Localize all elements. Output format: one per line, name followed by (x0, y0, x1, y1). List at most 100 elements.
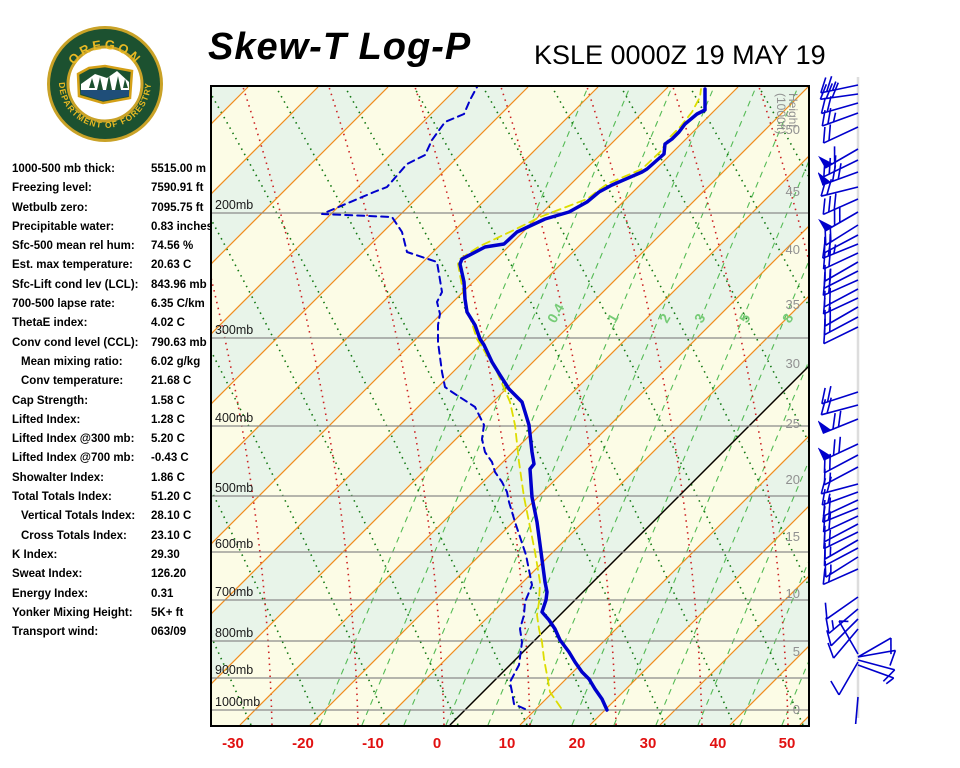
stat-label: K Index: (12, 548, 58, 561)
mixing-ratio-line (571, 161, 808, 725)
wind-barb (822, 297, 859, 315)
barb-flag (818, 447, 832, 461)
barb-staff (857, 659, 895, 671)
temperature-axis: -30 -20 -10 0 10 20 30 40 50 (210, 735, 810, 755)
wind-barb (821, 488, 859, 506)
pressure-label: 400mb (215, 411, 253, 425)
mixing-ratio-lines (319, 87, 808, 725)
mixing-ratio-line (361, 87, 631, 725)
barb-feather (820, 478, 827, 495)
stat-row: Yonker Mixing Height: 5K+ ft (12, 604, 208, 623)
stat-row: Cross Totals Index: 23.10 C (12, 527, 208, 546)
barb-feather (831, 165, 837, 182)
barb-half-feather (838, 620, 849, 623)
barb-staff (824, 547, 859, 567)
stat-row: K Index: 29.30 (12, 546, 208, 565)
wind-barb (826, 618, 859, 647)
barb-feather (825, 83, 834, 99)
pressure-label: 1000mb (215, 695, 260, 709)
pressure-label: 500mb (215, 481, 253, 495)
stat-value: 843.96 mb (151, 278, 207, 291)
height-label: 40 (786, 242, 800, 257)
barb-feather (820, 97, 827, 114)
stat-row: Lifted Index: 1.28 C (12, 411, 208, 430)
barb-staff (822, 418, 859, 434)
stat-row: Est. max temperature: 20.63 C (12, 256, 208, 275)
wind-barb (838, 620, 859, 655)
stat-value: 20.63 C (151, 259, 192, 272)
barb-feather (828, 124, 832, 141)
barb-flag (818, 420, 832, 434)
wind-barb (820, 476, 859, 495)
barb-half-feather (833, 244, 837, 254)
barb-staff (853, 696, 859, 724)
height-label: 35 (786, 297, 800, 312)
height-label: 10 (786, 586, 800, 601)
isotherm (212, 87, 808, 684)
stat-row: Transport wind: 063/09 (12, 623, 208, 642)
wind-barb (818, 163, 859, 186)
stat-value: 4.02 C (151, 317, 185, 330)
stat-label: Transport wind: (12, 626, 99, 639)
barb-half-feather (827, 493, 831, 504)
barb-feather (820, 180, 827, 197)
height-axis-title: Height(1000ft) (774, 93, 800, 134)
barb-feather (826, 397, 832, 414)
barb-half-feather (885, 677, 895, 685)
stat-row: ThetaE index: 4.02 C (12, 314, 208, 333)
barb-half-feather (829, 546, 832, 557)
stat-row: 700-500 lapse rate: 6.35 C/km (12, 295, 208, 314)
stat-value: 6.02 g/kg (151, 355, 201, 368)
stat-label: Total Totals Index: (12, 491, 112, 504)
stat-value: 23.10 C (151, 529, 192, 542)
barb-feather (821, 387, 826, 404)
barb-staff (822, 279, 859, 297)
barb-staff (857, 664, 894, 679)
mixing-ratio-line (403, 87, 673, 725)
wind-barb (824, 596, 859, 620)
wind-barb (827, 628, 859, 659)
barb-staff (821, 391, 859, 405)
stat-value: 0.31 (151, 587, 174, 600)
barb-feather (828, 453, 832, 471)
wind-barb (857, 649, 897, 666)
stat-row: Vertical Totals Index: 28.10 C (12, 507, 208, 526)
stat-row: Cap Strength: 1.58 C (12, 392, 208, 411)
stat-value: 126.20 (151, 568, 187, 581)
pressure-label: 200mb (215, 198, 253, 212)
barb-feather (826, 630, 832, 647)
wind-barb-column (818, 76, 897, 724)
height-label: 15 (786, 529, 800, 544)
wind-barb (821, 239, 859, 259)
stat-label: Est. max temperature: (12, 259, 133, 272)
stat-label: Showalter Index: (12, 471, 105, 484)
barb-feather (828, 250, 832, 267)
barb-feather (819, 84, 828, 100)
barb-staff (821, 483, 859, 495)
wind-barb (853, 696, 859, 724)
stat-row: Sfc-500 mean rel hum: 74.56 % (12, 237, 208, 256)
stat-row: Showalter Index: 1.86 C (12, 469, 208, 488)
wind-barb (830, 661, 859, 696)
stat-label: ThetaE index: (12, 317, 88, 330)
stat-value: 1.86 C (151, 471, 185, 484)
stat-row: Mean mixing ratio: 6.02 g/kg (12, 353, 208, 372)
page-title: Skew-T Log-P (208, 26, 472, 68)
height-label: 50 (786, 122, 800, 137)
stat-row: Sfc-Lift cond lev (LCL): 843.96 mb (12, 276, 208, 295)
stat-label: Lifted Index: (12, 413, 81, 426)
mixing-ratio-line (613, 261, 808, 725)
stat-value: 063/09 (151, 626, 187, 639)
station-datetime: KSLE 0000Z 19 MAY 19 (534, 40, 826, 70)
stat-label: Freezing level: (12, 182, 92, 195)
wind-barb (820, 95, 859, 115)
stat-value: 21.68 C (151, 375, 192, 388)
stat-label: 700-500 lapse rate: (12, 298, 115, 311)
barb-staff (830, 618, 859, 647)
stat-label: Energy Index: (12, 587, 89, 600)
barb-feather (821, 506, 826, 523)
barb-staff (821, 102, 859, 115)
pressure-levels: 200mb 300mb 400mb 500mb 600mb 700mb 800mb 900mb… (212, 198, 808, 711)
isotherm-bands (212, 87, 808, 725)
